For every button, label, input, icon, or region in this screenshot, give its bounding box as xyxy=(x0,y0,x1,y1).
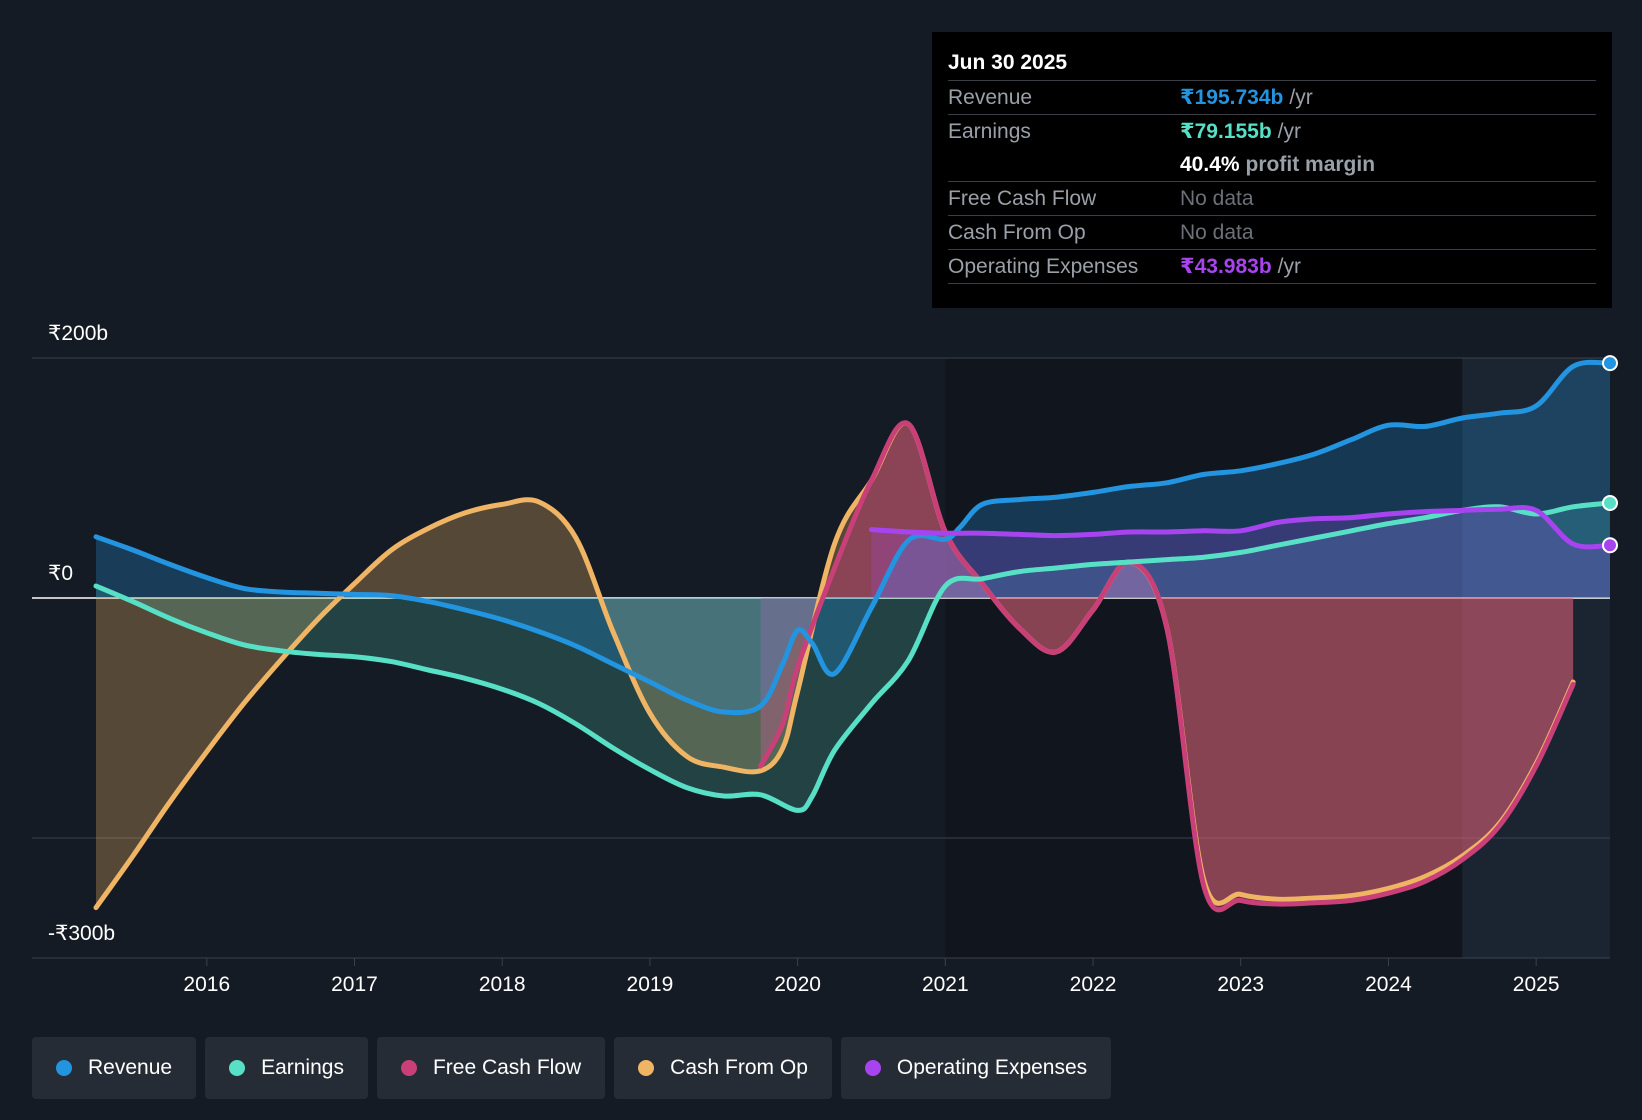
tooltip-cfo-value: No data xyxy=(1180,221,1254,244)
y-label-bottom: -₹300b xyxy=(48,922,115,945)
cash-from-op-dot-icon xyxy=(638,1060,655,1076)
tooltip-opex-value: ₹43.983b xyxy=(1180,255,1272,278)
operating-expenses-line xyxy=(869,504,1613,550)
past-region xyxy=(945,358,1463,958)
x-tick-label-2017: 2017 xyxy=(331,973,378,996)
legend-item-earnings[interactable]: Earnings xyxy=(205,1037,368,1099)
x-tick-label-2021: 2021 xyxy=(922,973,969,996)
legend: Revenue Earnings Free Cash Flow Cash Fro… xyxy=(32,1037,1112,1099)
tooltip-row-opex: Operating Expenses ₹43.983b /yr xyxy=(948,249,1596,283)
tooltip-opex-label: Operating Expenses xyxy=(948,255,1139,278)
tooltip-row-fcf: Free Cash Flow No data xyxy=(948,181,1596,215)
highlight-region xyxy=(1462,358,1610,958)
tooltip-row-revenue: Revenue ₹195.734b /yr xyxy=(948,80,1596,114)
x-tick-label-2022: 2022 xyxy=(1070,973,1117,996)
tooltip-row-margin: 40.4% profit margin xyxy=(948,148,1596,181)
legend-item-revenue[interactable]: Revenue xyxy=(32,1037,197,1099)
earnings-line xyxy=(93,500,1613,813)
revenue-dot-icon xyxy=(56,1060,72,1076)
legend-label-free-cash-flow: Free Cash Flow xyxy=(432,1056,582,1079)
tooltip-margin-label: profit margin xyxy=(1245,153,1376,176)
tooltip: Jun 30 2025 Revenue ₹195.734b /yr Earnin… xyxy=(932,32,1612,308)
x-tick-label-2020: 2020 xyxy=(774,973,821,996)
legend-label-revenue: Revenue xyxy=(88,1056,173,1079)
legend-label-earnings: Earnings xyxy=(261,1056,344,1079)
free-cash-flow-dot-icon xyxy=(400,1060,417,1076)
legend-label-operating-expenses: Operating Expenses xyxy=(896,1056,1088,1079)
x-tick-label-2018: 2018 xyxy=(479,973,526,996)
legend-item-cash-from-op[interactable]: Cash From Op xyxy=(614,1037,832,1099)
earnings-end-marker xyxy=(1602,495,1618,512)
y-label-top: ₹200b xyxy=(48,322,108,345)
tooltip-margin-value: 40.4% xyxy=(1180,153,1240,176)
operating-expenses-dot-icon xyxy=(864,1060,881,1076)
earnings-dot-icon xyxy=(229,1060,246,1076)
legend-label-cash-from-op: Cash From Op xyxy=(670,1056,808,1079)
x-tick-label-2024: 2024 xyxy=(1365,973,1412,996)
tooltip-row-cfo: Cash From Op No data xyxy=(948,215,1596,249)
tooltip-fcf-label: Free Cash Flow xyxy=(948,187,1097,210)
tooltip-earnings-label: Earnings xyxy=(948,120,1031,143)
cash-from-op-area xyxy=(96,422,1574,908)
chart: ₹200b ₹0 -₹300b 2016 2017 2018 2019 2020 2021… xyxy=(32,322,1618,996)
tooltip-row-earnings: Earnings ₹79.155b /yr xyxy=(948,114,1596,148)
tooltip-revenue-label: Revenue xyxy=(948,86,1033,109)
x-tick-label-2019: 2019 xyxy=(627,973,674,996)
free-cash-flow-area xyxy=(760,422,1574,910)
revenue-end-marker xyxy=(1602,355,1618,372)
operating-expenses-end-marker xyxy=(1602,537,1618,554)
y-label-zero: ₹0 xyxy=(48,562,73,585)
legend-item-free-cash-flow[interactable]: Free Cash Flow xyxy=(376,1037,606,1099)
tooltip-revenue-value: ₹195.734b xyxy=(1180,86,1284,109)
tooltip-cfo-label: Cash From Op xyxy=(948,221,1086,244)
x-tick-label-2025: 2025 xyxy=(1513,973,1560,996)
tooltip-earnings-unit: /yr xyxy=(1277,120,1301,143)
tooltip-date: Jun 30 2025 xyxy=(948,51,1068,74)
revenue-line xyxy=(93,359,1613,716)
x-tick-label-2023: 2023 xyxy=(1217,973,1264,996)
tooltip-fcf-value: No data xyxy=(1180,187,1254,210)
tooltip-opex-unit: /yr xyxy=(1277,255,1301,278)
legend-item-operating-expenses[interactable]: Operating Expenses xyxy=(840,1037,1112,1099)
free-cash-flow-line xyxy=(758,420,1576,913)
x-tick-label-2016: 2016 xyxy=(183,973,230,996)
earnings-area xyxy=(96,503,1610,811)
tooltip-revenue-unit: /yr xyxy=(1289,86,1313,109)
tooltip-earnings-value: ₹79.155b xyxy=(1180,120,1272,143)
cash-from-op-line xyxy=(93,420,1576,911)
